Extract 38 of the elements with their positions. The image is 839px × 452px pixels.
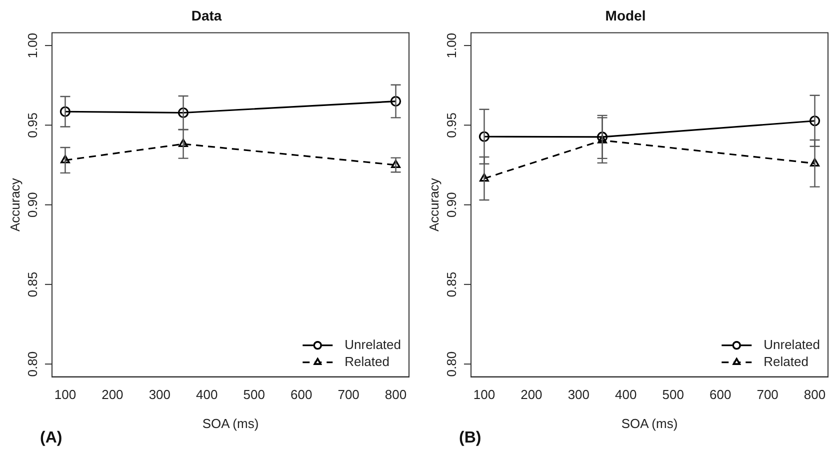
x-axis-title: SOA (ms) bbox=[621, 416, 678, 431]
legend-label: Related bbox=[344, 354, 390, 369]
x-tick-label: 700 bbox=[338, 387, 360, 402]
x-tick-label: 200 bbox=[102, 387, 124, 402]
y-tick-label: 0.85 bbox=[25, 272, 40, 298]
x-tick-label: 300 bbox=[568, 387, 590, 402]
x-tick-label: 400 bbox=[196, 387, 218, 402]
x-axis-title: SOA (ms) bbox=[202, 416, 259, 431]
text: (A) bbox=[40, 429, 62, 446]
y-tick-label: 0.95 bbox=[25, 112, 40, 138]
legend-label: Related bbox=[764, 354, 808, 369]
y-tick-label: 0.90 bbox=[444, 192, 460, 218]
y-tick-label: 0.95 bbox=[444, 112, 460, 138]
y-tick-label: 0.80 bbox=[444, 351, 460, 377]
x-tick-label: 300 bbox=[148, 387, 171, 402]
y-tick-label: 0.80 bbox=[25, 351, 40, 377]
y-tick-label: 1.00 bbox=[25, 32, 40, 58]
y-tick-label: 0.85 bbox=[444, 272, 460, 298]
legend-label: Unrelated bbox=[344, 336, 402, 352]
legend-label: Unrelated bbox=[764, 336, 820, 352]
chart-title: Model bbox=[605, 7, 646, 24]
chart-title: Data bbox=[191, 7, 222, 24]
x-tick-label: 700 bbox=[756, 387, 778, 402]
x-tick-label: 600 bbox=[290, 387, 312, 402]
x-tick-label: 400 bbox=[615, 387, 637, 402]
x-tick-label: 500 bbox=[662, 387, 684, 402]
x-tick-label: 200 bbox=[520, 387, 542, 402]
x-tick-label: 500 bbox=[243, 387, 265, 402]
y-axis-title: Accuracy bbox=[426, 178, 442, 232]
x-tick-label: 800 bbox=[804, 387, 826, 402]
y-axis-title: Accuracy bbox=[7, 178, 22, 232]
x-tick-label: 800 bbox=[384, 387, 407, 402]
text: (B) bbox=[459, 429, 482, 446]
y-tick-label: 1.00 bbox=[444, 32, 460, 58]
x-tick-label: 100 bbox=[54, 387, 76, 402]
x-tick-label: 600 bbox=[709, 387, 732, 402]
x-tick-label: 100 bbox=[473, 387, 496, 402]
y-tick-label: 0.90 bbox=[25, 192, 40, 218]
